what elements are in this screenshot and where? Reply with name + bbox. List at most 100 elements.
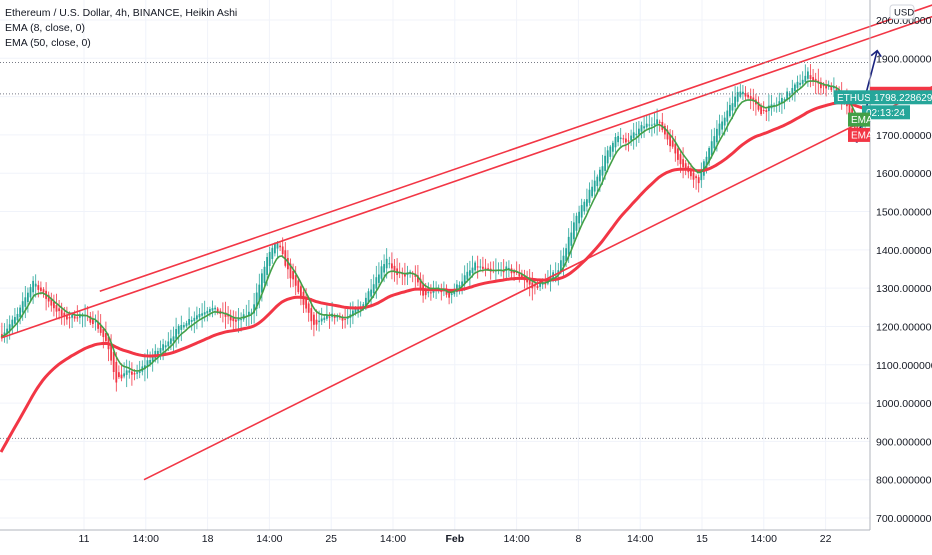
candle bbox=[627, 132, 630, 152]
candle bbox=[466, 262, 469, 283]
candle bbox=[591, 179, 593, 198]
x-tick-label: 15 bbox=[696, 533, 708, 545]
candle bbox=[578, 205, 580, 230]
candle bbox=[583, 199, 586, 215]
candle bbox=[136, 364, 138, 380]
candle bbox=[58, 299, 60, 320]
candle bbox=[16, 307, 19, 332]
candle bbox=[809, 64, 812, 88]
candle bbox=[79, 311, 81, 325]
candle bbox=[674, 135, 677, 162]
candle bbox=[71, 312, 73, 329]
candle bbox=[209, 306, 211, 317]
candle bbox=[825, 79, 827, 97]
candle bbox=[718, 114, 721, 139]
candle bbox=[736, 86, 739, 110]
candle bbox=[474, 260, 476, 273]
y-tick-label: 1900.000000 bbox=[876, 53, 932, 65]
ema-50-line[interactable] bbox=[0, 101, 870, 453]
candle bbox=[609, 145, 612, 160]
candle bbox=[747, 92, 749, 100]
candle bbox=[669, 129, 671, 153]
candle bbox=[656, 108, 658, 136]
candle bbox=[391, 252, 393, 280]
ema-8-line[interactable] bbox=[0, 80, 870, 372]
candle bbox=[27, 287, 29, 313]
candle bbox=[14, 308, 16, 326]
candle bbox=[476, 255, 479, 279]
candle bbox=[375, 265, 378, 299]
candle bbox=[297, 277, 300, 295]
y-tick-label: 800.000000 bbox=[876, 475, 932, 487]
candle bbox=[29, 283, 32, 303]
y-tick-label: 1400.000000 bbox=[876, 245, 932, 257]
price-tags: 1807.434566ETHUSD1798.22862902:13:24EMAE… bbox=[834, 86, 932, 142]
candle bbox=[193, 311, 196, 334]
candle bbox=[224, 301, 227, 329]
candle bbox=[814, 72, 817, 95]
candle bbox=[783, 97, 786, 110]
candle bbox=[508, 260, 510, 277]
candle bbox=[294, 266, 297, 296]
candle bbox=[120, 363, 123, 382]
candle bbox=[183, 322, 185, 330]
candle bbox=[791, 79, 794, 101]
candle bbox=[110, 334, 112, 365]
candle bbox=[612, 140, 614, 159]
candle bbox=[6, 319, 8, 344]
candle bbox=[123, 362, 125, 379]
x-tick-label: 25 bbox=[325, 533, 337, 545]
candle bbox=[645, 115, 648, 129]
candle bbox=[622, 134, 625, 144]
candle bbox=[271, 245, 274, 264]
trendline-2[interactable] bbox=[0, 0, 932, 339]
candle bbox=[164, 340, 167, 355]
candle bbox=[580, 198, 583, 225]
candle bbox=[172, 326, 175, 352]
currency-badge[interactable]: USD bbox=[889, 4, 915, 20]
trendline-1[interactable] bbox=[99, 0, 932, 292]
candle bbox=[32, 276, 34, 304]
candle bbox=[469, 260, 471, 287]
candle bbox=[742, 84, 744, 100]
candle bbox=[692, 168, 695, 188]
candle bbox=[287, 250, 289, 279]
time-axis[interactable]: 11 14:00 18 14:00 25 14:00 Feb 14:00 8 14:00 15 14:… bbox=[79, 533, 832, 545]
candle bbox=[630, 129, 632, 146]
candle bbox=[128, 360, 131, 379]
candle bbox=[739, 84, 742, 99]
candle bbox=[300, 282, 302, 306]
candle bbox=[617, 131, 619, 147]
candle bbox=[625, 132, 627, 151]
candle bbox=[118, 365, 120, 379]
candle bbox=[614, 133, 617, 153]
candle bbox=[643, 116, 645, 138]
candle bbox=[214, 305, 216, 316]
legend-ema-8[interactable]: EMA (8, close, 0) bbox=[5, 22, 85, 34]
y-tick-label: 1600.000000 bbox=[876, 168, 932, 180]
candle bbox=[131, 362, 133, 386]
x-tick-label: 18 bbox=[202, 533, 214, 545]
x-tick-label: 14:00 bbox=[627, 533, 653, 545]
legend-ema-50[interactable]: EMA (50, close, 0) bbox=[5, 37, 91, 49]
countdown-label: 02:13:24 bbox=[866, 108, 905, 119]
candle bbox=[216, 306, 219, 315]
candle bbox=[684, 159, 687, 176]
candle bbox=[11, 315, 14, 334]
candle bbox=[42, 287, 45, 298]
candle bbox=[60, 302, 63, 325]
countdown-tag bbox=[862, 105, 910, 120]
symbol-tag bbox=[834, 90, 870, 105]
candle bbox=[677, 145, 679, 166]
x-tick-label: 14:00 bbox=[380, 533, 406, 545]
chart-title: Ethereum / U.S. Dollar, 4h, BINANCE, Hei… bbox=[5, 7, 238, 19]
candle bbox=[50, 292, 53, 312]
ema-50-tag bbox=[848, 127, 870, 142]
candle bbox=[380, 260, 383, 281]
candle bbox=[190, 316, 193, 331]
candle bbox=[619, 128, 622, 148]
candle bbox=[55, 293, 58, 319]
